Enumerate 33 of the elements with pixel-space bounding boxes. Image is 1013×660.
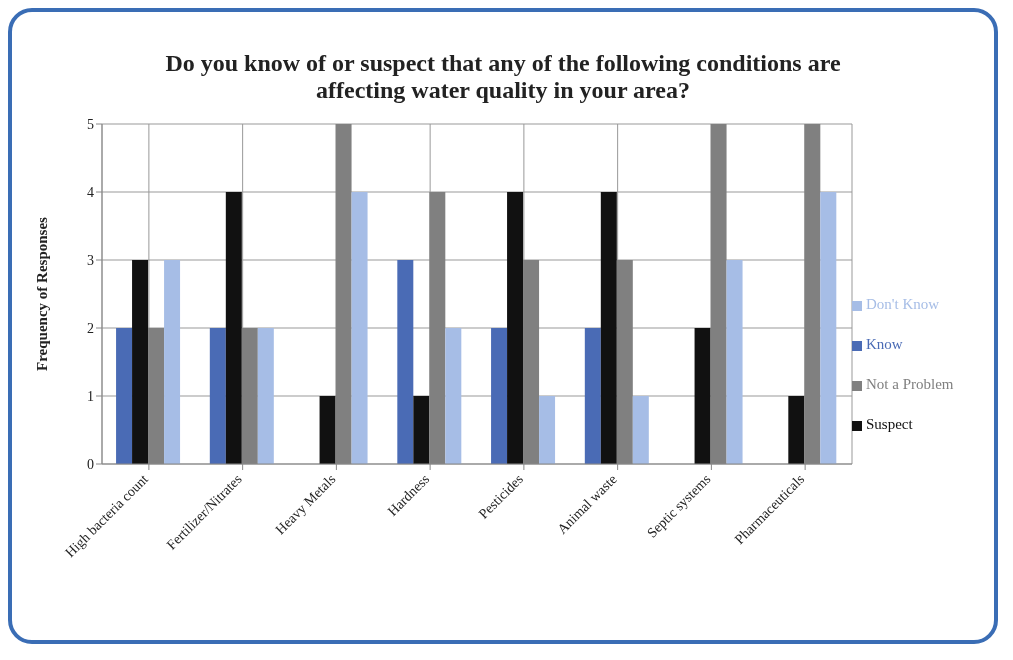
bar bbox=[351, 192, 368, 464]
bar bbox=[257, 328, 274, 464]
bar bbox=[491, 328, 508, 464]
bar bbox=[164, 260, 181, 464]
bar bbox=[445, 328, 462, 464]
bar bbox=[539, 396, 556, 464]
bar bbox=[116, 328, 133, 464]
bar bbox=[225, 192, 242, 464]
bar bbox=[413, 396, 430, 464]
bar bbox=[726, 260, 743, 464]
bar bbox=[397, 260, 414, 464]
y-axis-title: Frequency of Responses bbox=[34, 216, 51, 371]
bar bbox=[584, 328, 601, 464]
bar bbox=[209, 328, 226, 464]
legend-label: Don't Know bbox=[866, 296, 940, 312]
y-tick-label: 2 bbox=[87, 320, 94, 336]
y-tick-label: 0 bbox=[87, 456, 94, 472]
bar bbox=[507, 192, 524, 464]
bar bbox=[319, 396, 336, 464]
bar bbox=[820, 192, 837, 464]
chart-title: Do you know of or suspect that any of the following conditions are affecting water quality in your area? bbox=[164, 49, 842, 104]
bar bbox=[632, 396, 649, 464]
legend-label: Know bbox=[866, 336, 903, 352]
y-tick-label: 3 bbox=[87, 252, 94, 268]
bar bbox=[600, 192, 617, 464]
bar bbox=[132, 260, 149, 464]
y-tick-label: 4 bbox=[87, 184, 94, 200]
y-tick-label: 1 bbox=[87, 388, 94, 404]
bar bbox=[694, 328, 711, 464]
legend-label: Suspect bbox=[866, 416, 913, 432]
legend-label: Not a Problem bbox=[866, 376, 954, 392]
bar bbox=[788, 396, 805, 464]
y-tick-label: 5 bbox=[87, 116, 94, 132]
